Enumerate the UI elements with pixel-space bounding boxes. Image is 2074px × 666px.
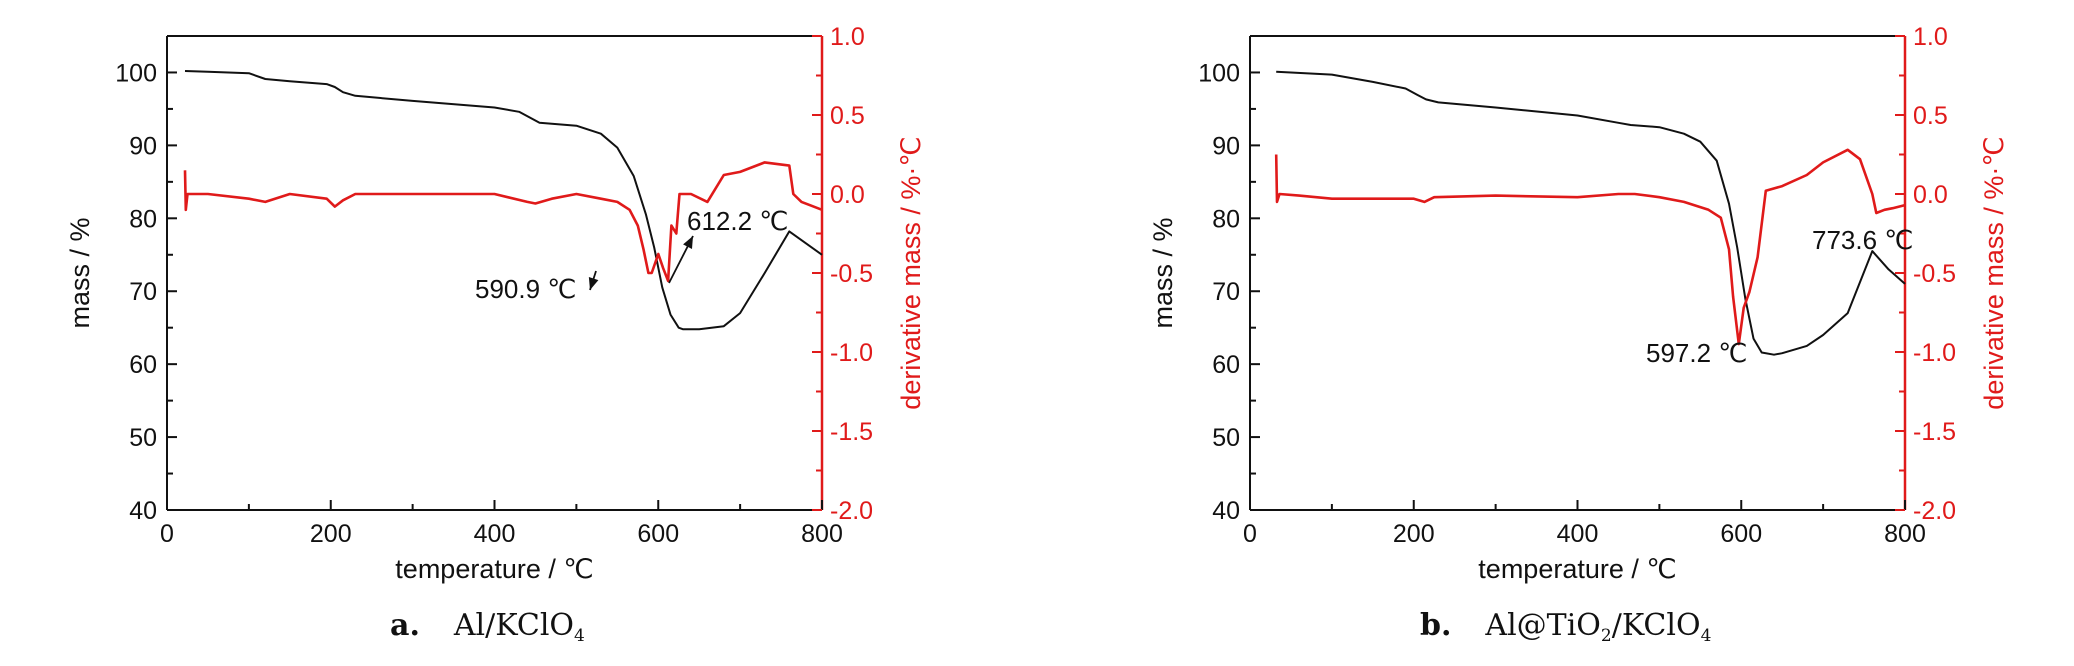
- x-tick-label: 200: [1393, 520, 1435, 548]
- y2-axis-title: derivative mass / %·℃: [896, 136, 926, 409]
- x-tick-label: 200: [310, 520, 352, 548]
- y2-tick-label: 0.5: [1913, 102, 1948, 130]
- x-tick-label: 600: [1720, 520, 1762, 548]
- caption-subscript: 4: [574, 626, 585, 646]
- x-axis-title: temperature / ℃: [1478, 554, 1676, 584]
- x-tick-label: 0: [160, 520, 174, 548]
- y-axis-title: mass / %: [65, 217, 95, 328]
- x-tick-label: 400: [474, 520, 516, 548]
- caption-text: Al/KClO: [453, 608, 575, 643]
- x-tick-label: 400: [1557, 520, 1599, 548]
- y2-tick-label: -0.5: [1913, 260, 1956, 288]
- y-tick-label: 90: [1212, 132, 1240, 160]
- peak-annotation: 597.2 ℃: [1646, 338, 1748, 368]
- y2-tick-label: 0.0: [1913, 181, 1948, 209]
- annotation-arrowhead: [683, 236, 693, 249]
- y-tick-label: 70: [129, 278, 157, 306]
- y-tick-label: 40: [1212, 497, 1240, 525]
- y-tick-label: 50: [1212, 424, 1240, 452]
- mass-line: [184, 70, 823, 331]
- y2-axis-title: derivative mass / %·℃: [1979, 136, 2009, 409]
- caption-b: b. Al@TiO2/KClO4: [1420, 608, 1711, 646]
- caption-text: /KClO: [1611, 608, 1701, 643]
- peak-annotation: 773.6 ℃: [1812, 225, 1914, 255]
- y-tick-label: 80: [1212, 205, 1240, 233]
- y-tick-label: 90: [129, 132, 157, 160]
- x-tick-label: 600: [637, 520, 679, 548]
- y2-tick-label: -1.0: [830, 339, 873, 367]
- y-tick-label: 60: [1212, 351, 1240, 379]
- peak-annotation: 612.2 ℃: [687, 206, 789, 236]
- y2-tick-label: 0.5: [830, 102, 865, 130]
- caption-formula: Al@TiO2/KClO4: [1485, 608, 1712, 646]
- y2-tick-label: 0.0: [830, 181, 865, 209]
- y2-tick-label: -1.0: [1913, 339, 1956, 367]
- y-axis-title: mass / %: [1148, 217, 1178, 328]
- mass-line: [1276, 70, 1906, 356]
- y-tick-label: 80: [129, 205, 157, 233]
- y-tick-label: 40: [129, 497, 157, 525]
- x-tick-label: 0: [1243, 520, 1257, 548]
- x-axis-title: temperature / ℃: [395, 554, 593, 584]
- caption-subscript: 2: [1600, 626, 1612, 646]
- y2-tick-label: -1.5: [830, 418, 873, 446]
- y-tick-label: 100: [115, 59, 157, 87]
- caption-letter: b.: [1420, 608, 1452, 643]
- caption-a: a. Al/KClO4: [390, 608, 585, 646]
- y2-tick-label: 1.0: [830, 23, 865, 51]
- y2-tick-label: -2.0: [830, 497, 873, 525]
- y2-tick-label: -1.5: [1913, 418, 1956, 446]
- x-tick-label: 800: [1884, 520, 1926, 548]
- peak-annotation: 590.9 ℃: [475, 274, 577, 304]
- y2-tick-label: -0.5: [830, 260, 873, 288]
- derivative-mass-line: [1274, 148, 1906, 346]
- caption-letter: a.: [390, 608, 420, 643]
- caption-formula: Al/KClO4: [453, 608, 585, 646]
- derivative-mass-line: [183, 161, 823, 283]
- y-tick-label: 100: [1198, 59, 1240, 87]
- y2-tick-label: -2.0: [1913, 497, 1956, 525]
- x-tick-label: 800: [801, 520, 843, 548]
- y-tick-label: 60: [129, 351, 157, 379]
- annotation-arrowhead: [588, 277, 599, 290]
- y-tick-label: 70: [1212, 278, 1240, 306]
- caption-text: Al@TiO: [1485, 608, 1601, 643]
- y-tick-label: 50: [129, 424, 157, 452]
- y2-tick-label: 1.0: [1913, 23, 1948, 51]
- caption-subscript: 4: [1700, 626, 1712, 646]
